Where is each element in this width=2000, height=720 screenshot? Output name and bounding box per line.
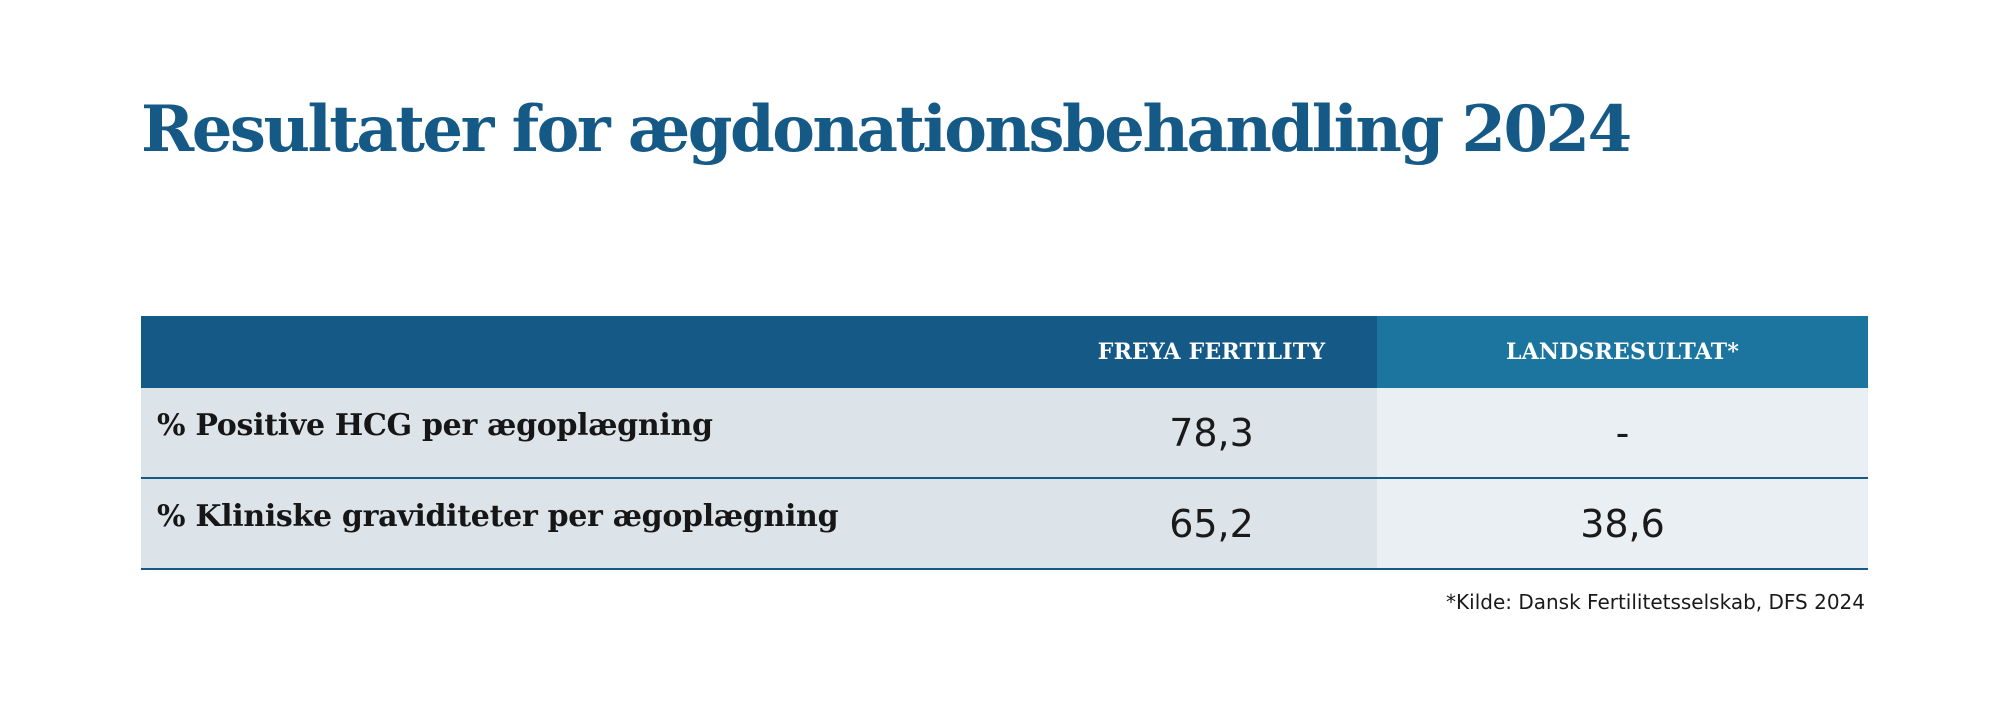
header-label-freya-fertility: FREYA FERTILITY: [1097, 339, 1326, 365]
results-table: FREYA FERTILITY LANDSRESULTAT* % Positiv…: [141, 316, 1868, 570]
value-landsresultat: 38,6: [1580, 501, 1665, 546]
header-cell-freya-fertility: FREYA FERTILITY: [1046, 316, 1377, 388]
source-note: *Kilde: Dansk Fertilitetsselskab, DFS 20…: [1446, 590, 1865, 614]
table-header-row: FREYA FERTILITY LANDSRESULTAT*: [141, 316, 1868, 388]
row-label: % Kliniske graviditeter per ægoplægning: [157, 499, 839, 534]
header-label-landsresultat: LANDSRESULTAT*: [1505, 339, 1740, 365]
header-cell-empty: [141, 316, 1046, 388]
value-landsresultat: -: [1615, 410, 1630, 455]
header-cell-landsresultat: LANDSRESULTAT*: [1377, 316, 1868, 388]
row-label-cell: % Positive HCG per ægoplægning: [141, 388, 1046, 477]
value-cell-freya-fertility: 78,3: [1046, 388, 1377, 477]
value-freya-fertility: 78,3: [1169, 410, 1254, 455]
value-freya-fertility: 65,2: [1169, 501, 1254, 546]
row-label-cell: % Kliniske graviditeter per ægoplægning: [141, 479, 1046, 568]
table-row: % Positive HCG per ægoplægning 78,3 -: [141, 388, 1868, 479]
value-cell-landsresultat: 38,6: [1377, 479, 1868, 568]
value-cell-landsresultat: -: [1377, 388, 1868, 477]
table-row: % Kliniske graviditeter per ægoplægning …: [141, 479, 1868, 570]
page-title: Resultater for ægdonationsbehandling 202…: [141, 92, 1632, 167]
row-label: % Positive HCG per ægoplægning: [157, 408, 713, 443]
value-cell-freya-fertility: 65,2: [1046, 479, 1377, 568]
